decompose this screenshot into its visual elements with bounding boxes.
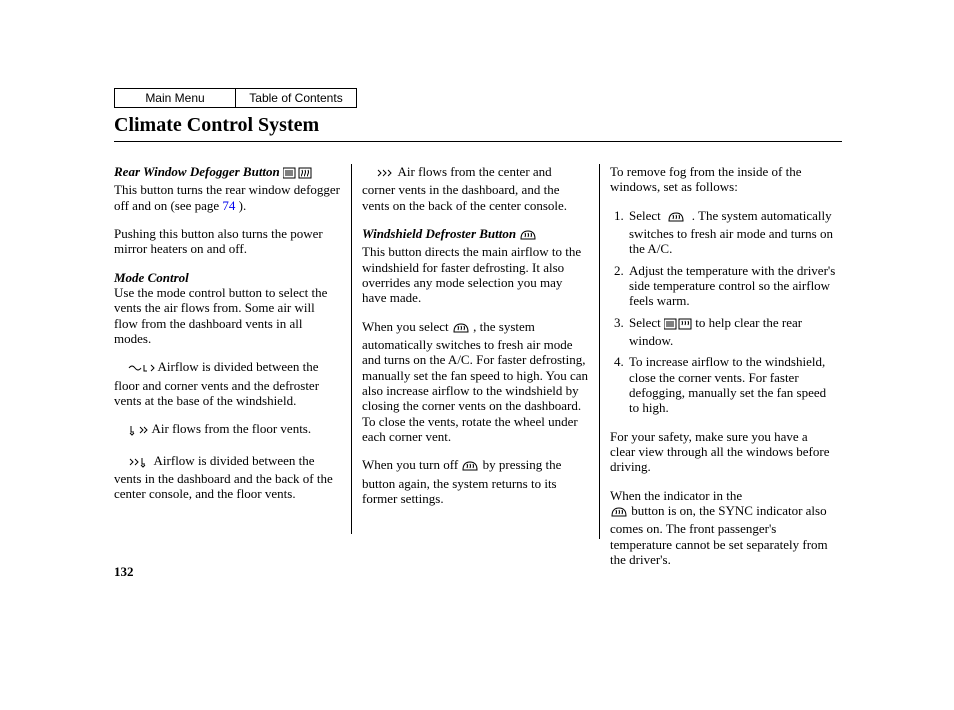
- fog-steps: Select . The system automatically switch…: [610, 208, 836, 416]
- column-divider: [599, 164, 600, 539]
- safety-para: For your safety, make sure you have a cl…: [610, 429, 836, 475]
- step1-a: Select: [629, 208, 664, 223]
- mirror-heater-para: Pushing this button also turns the power…: [114, 226, 340, 257]
- manual-page: Main Menu Table of Contents Climate Cont…: [114, 88, 842, 567]
- page-number: 132: [114, 564, 134, 580]
- rear-defogger-label: Rear Window Defogger Button: [114, 164, 280, 179]
- column-2: Air flows from the center and corner ven…: [362, 164, 588, 567]
- column-3: To remove fog from the inside of the win…: [610, 164, 836, 567]
- mode-b-text: Air flows from the floor vents.: [149, 421, 311, 436]
- windshield-defroster-para: Windshield Defroster Button This button …: [362, 226, 588, 306]
- dash-floor-mode-icon: [127, 456, 151, 471]
- defrost-icon: [519, 229, 537, 244]
- column-1: Rear Window Defogger Button This button …: [114, 164, 340, 567]
- step-1: Select . The system automatically switch…: [627, 208, 836, 257]
- defrost-icon: [452, 322, 470, 337]
- ws-off-para: When you turn off by pressing the button…: [362, 457, 588, 506]
- mode-control-para: Mode Control Use the mode control button…: [114, 270, 340, 347]
- title-rule: [114, 141, 842, 142]
- rear-defogger-text2: ).: [235, 198, 246, 213]
- mode-a-para: Airflow is divided between the floor and…: [114, 359, 340, 408]
- nav-buttons: Main Menu Table of Contents: [114, 88, 842, 108]
- page-link-74[interactable]: 74: [222, 198, 235, 213]
- mode-control-label: Mode Control: [114, 270, 189, 285]
- columns: Rear Window Defogger Button This button …: [114, 164, 842, 567]
- fog-intro-para: To remove fog from the inside of the win…: [610, 164, 836, 195]
- step3-a: Select: [629, 315, 664, 330]
- ws-select-para: When you select , the system automatical…: [362, 319, 588, 445]
- step-4: To increase airflow to the windshield, c…: [627, 354, 836, 415]
- windshield-defroster-text: This button directs the main airflow to …: [362, 244, 581, 305]
- ws-select-text-b: , the system automatically switches to f…: [362, 319, 588, 444]
- ws-off-text-a: When you turn off: [362, 457, 461, 472]
- defrost-icon: [667, 211, 685, 226]
- defrost-icon: [461, 460, 479, 475]
- mode-c-para: Airflow is divided between the vents in …: [114, 453, 340, 502]
- windshield-defroster-label: Windshield Defroster Button: [362, 226, 516, 241]
- mode-control-text: Use the mode control button to select th…: [114, 285, 327, 346]
- mode-b-para: Air flows from the floor vents.: [114, 421, 340, 439]
- step-3: Select to help clear the rear window.: [627, 315, 836, 349]
- floor-mode-icon: [127, 424, 149, 439]
- sync-para: When the indicator in the button is on, …: [610, 488, 836, 568]
- mode-d-para: Air flows from the center and corner ven…: [362, 164, 588, 213]
- rear-defog-icon: [664, 318, 692, 333]
- toc-button[interactable]: Table of Contents: [236, 88, 357, 108]
- dash-mode-icon: [375, 167, 395, 182]
- main-menu-button[interactable]: Main Menu: [114, 88, 236, 108]
- page-title: Climate Control System: [114, 114, 842, 137]
- sync-text-b: button is on, the SYNC indicator also co…: [610, 503, 828, 567]
- defrost-icon: [610, 506, 628, 521]
- step-2: Adjust the temperature with the driver's…: [627, 263, 836, 309]
- rear-defogger-para: Rear Window Defogger Button This button …: [114, 164, 340, 213]
- floor-defrost-mode-icon: [127, 362, 155, 377]
- rear-defog-icon: [283, 167, 313, 182]
- sync-text-a: When the indicator in the: [610, 488, 742, 503]
- ws-select-text-a: When you select: [362, 319, 452, 334]
- column-divider: [351, 164, 352, 534]
